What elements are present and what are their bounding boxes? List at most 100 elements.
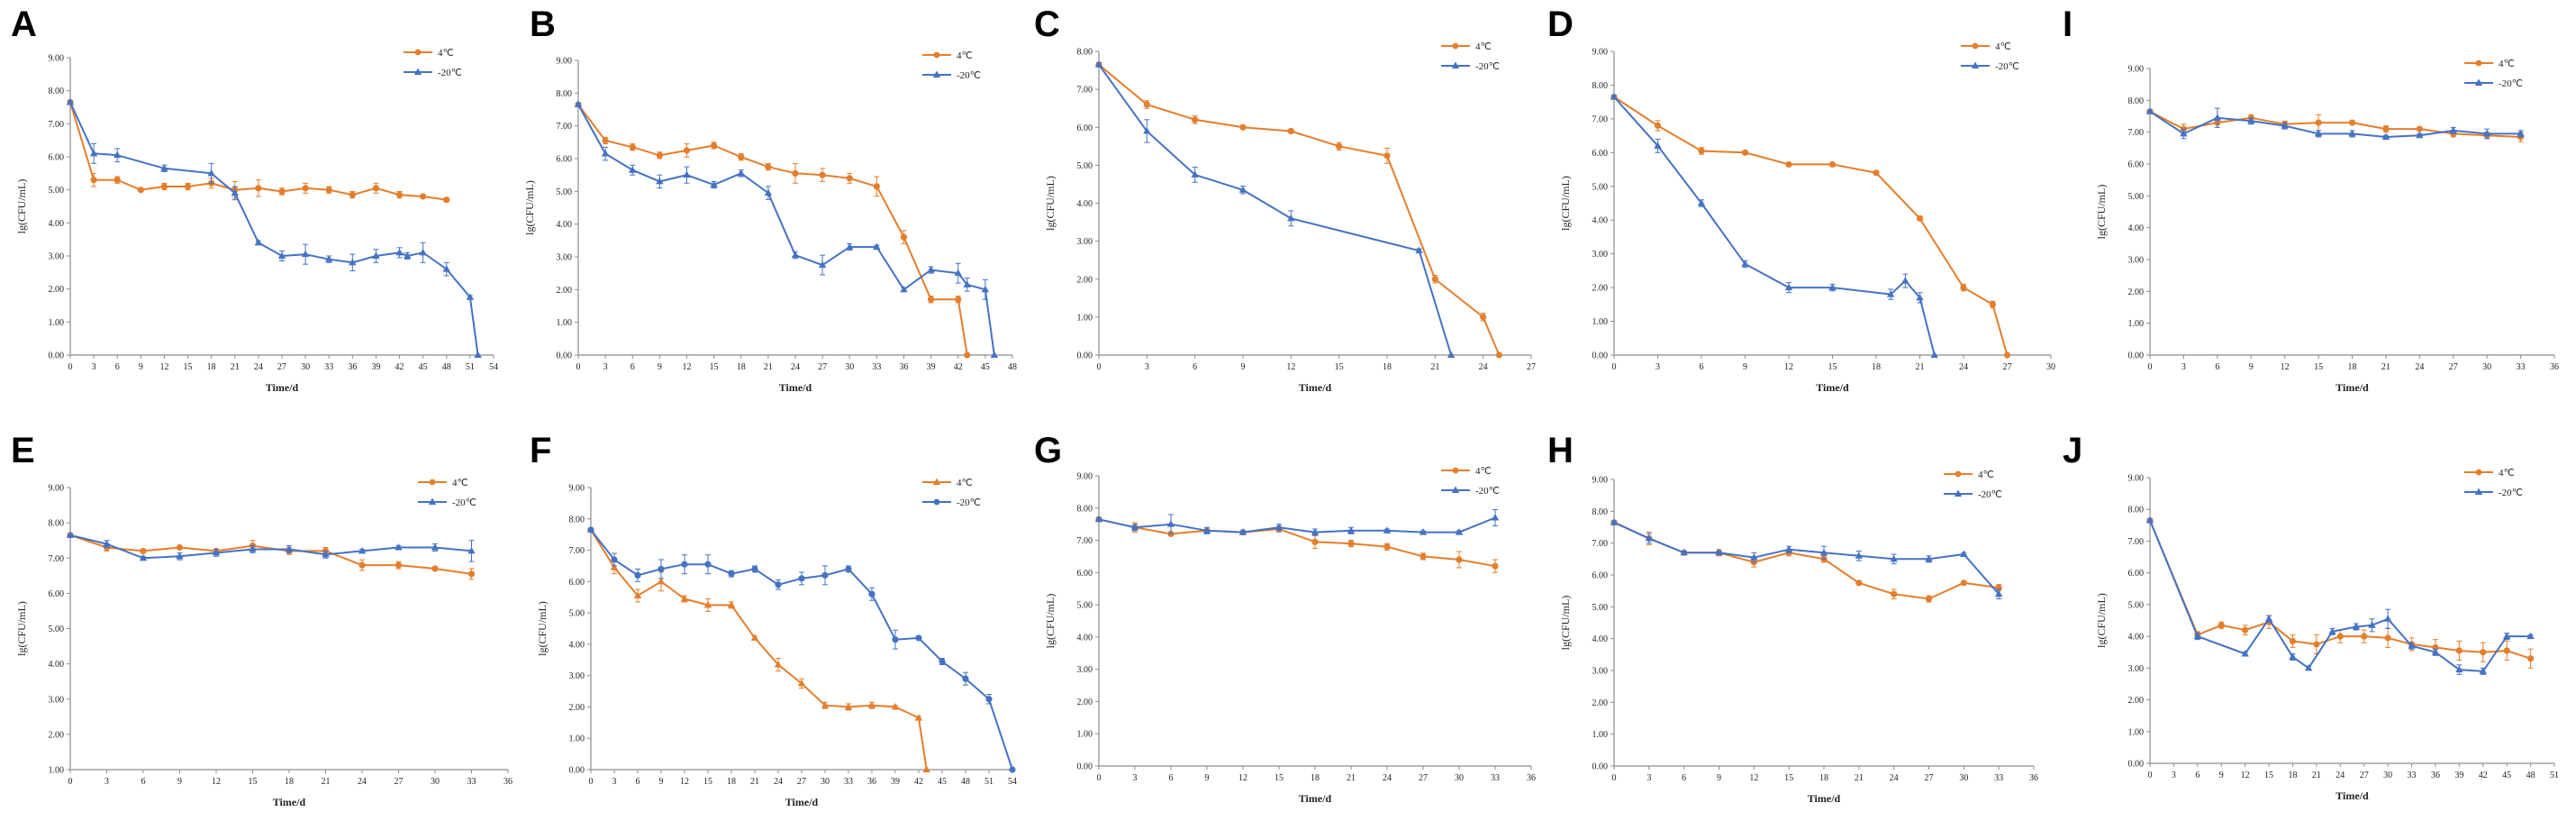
- y-tick-label: 3.00: [2128, 664, 2145, 674]
- data-point: [1610, 518, 1619, 525]
- x-tick-label: 18: [737, 362, 746, 372]
- data-point: [680, 594, 689, 602]
- data-point: [657, 577, 666, 585]
- series-4c: [1610, 93, 2011, 359]
- x-tick-label: 33: [2517, 362, 2526, 372]
- data-point: [981, 285, 990, 293]
- series-minus20c: [1094, 60, 1456, 358]
- y-tick-label: 6.00: [49, 589, 65, 599]
- data-point: [103, 540, 111, 547]
- x-tick-label: 6: [115, 362, 120, 372]
- x-tick-label: 27: [818, 362, 827, 372]
- data-point: [728, 570, 735, 578]
- y-tick-label: 0.00: [557, 351, 573, 361]
- data-point: [927, 266, 935, 273]
- data-point: [1166, 520, 1175, 527]
- data-point: [1916, 214, 1924, 222]
- x-tick-label: 12: [1238, 773, 1247, 783]
- y-axis-title: lg(CFU/mL): [15, 179, 28, 234]
- data-point: [1784, 283, 1793, 291]
- data-point: [231, 188, 239, 196]
- y-tick-label: 0.00: [49, 351, 65, 361]
- data-point: [89, 149, 98, 157]
- data-point: [207, 169, 215, 177]
- panel-label: F: [530, 431, 551, 470]
- chart-panel-g: G 0.00 1.00 2.00 3.00 4.00 5.00 6.00 7.00 8.00 9.0…: [1034, 431, 1536, 805]
- x-tick-label: 6: [630, 362, 635, 372]
- x-tick-label: 27: [1419, 773, 1428, 783]
- legend-label: -20℃: [957, 70, 981, 81]
- legend-label: 4℃: [1978, 470, 1994, 480]
- y-axis-title: lg(CFU/mL): [536, 601, 549, 656]
- y-tick-label: 3.00: [557, 253, 573, 263]
- data-point: [395, 248, 404, 256]
- x-tick-label: 18: [727, 777, 736, 787]
- data-point: [1960, 284, 1967, 291]
- x-tick-label: 15: [2264, 771, 2273, 780]
- data-point: [1610, 93, 1619, 100]
- legend-label: 4℃: [1995, 41, 2011, 52]
- data-point: [985, 696, 993, 703]
- y-tick-label: 4.00: [1592, 216, 1609, 226]
- x-tick-label: 27: [1925, 773, 1934, 783]
- data-point: [1828, 160, 1837, 169]
- x-tick-label: 39: [891, 777, 900, 787]
- x-tick-label: 21: [2312, 771, 2321, 780]
- series-line: [2149, 110, 2521, 138]
- y-tick-label: 0.00: [2128, 351, 2145, 361]
- x-tick-label: 15: [710, 362, 719, 372]
- data-point: [90, 177, 97, 184]
- series-line: [1613, 96, 2009, 356]
- data-point: [574, 100, 583, 108]
- y-tick-label: 0.00: [1077, 762, 1093, 772]
- data-point: [656, 177, 664, 185]
- data-point: [419, 248, 427, 256]
- data-point: [1383, 152, 1391, 160]
- x-tick-label: 18: [1819, 773, 1828, 783]
- data-point: [1741, 149, 1749, 156]
- data-point: [1347, 526, 1356, 534]
- data-point: [819, 171, 826, 178]
- y-tick-label: 7.00: [569, 546, 585, 556]
- x-tick-label: 27: [2360, 771, 2369, 780]
- legend-marker: [1451, 61, 1460, 68]
- data-point: [1873, 169, 1880, 177]
- data-point: [1680, 548, 1688, 556]
- data-point: [1094, 60, 1103, 68]
- legend-marker: [933, 498, 940, 506]
- panel-label: J: [2063, 431, 2082, 470]
- y-axis-title: lg(CFU/mL): [1044, 594, 1057, 649]
- x-tick-label: 12: [212, 777, 221, 787]
- y-axis-title: lg(CFU/mL): [15, 601, 28, 656]
- data-point: [176, 552, 184, 560]
- data-point: [1287, 214, 1295, 222]
- chart-panel-h: H 0.00 1.00 2.00 3.00 4.00 5.00 6.00 7.00 8.00 9.0…: [1547, 431, 2038, 805]
- y-tick-label: 4.00: [49, 219, 65, 229]
- data-point: [922, 765, 930, 772]
- x-tick-label: 24: [1890, 773, 1899, 783]
- data-point: [939, 658, 946, 665]
- data-point: [322, 550, 330, 558]
- y-tick-label: 7.00: [2128, 128, 2145, 138]
- x-tick-label: 12: [1286, 362, 1295, 372]
- x-tick-label: 21: [1430, 362, 1439, 372]
- y-tick-label: 8.00: [2128, 96, 2145, 106]
- x-tick-label: 36: [2550, 362, 2559, 372]
- data-point: [254, 238, 263, 246]
- series-minus20c: [574, 100, 999, 358]
- legend-marker: [1452, 42, 1459, 50]
- legend-marker: [413, 68, 422, 75]
- data-point: [610, 563, 619, 570]
- x-tick-label: 9: [2249, 362, 2254, 372]
- x-tick-label: 3: [1133, 773, 1138, 783]
- x-tick-label: 24: [1959, 362, 1968, 372]
- x-tick-label: 51: [984, 777, 993, 787]
- y-tick-label: 1.00: [2128, 727, 2145, 737]
- data-point: [798, 575, 805, 582]
- x-tick-label: 15: [1274, 773, 1283, 783]
- y-tick-label: 6.00: [1077, 569, 1093, 579]
- series-4c: [1095, 515, 1499, 573]
- data-point: [658, 565, 665, 573]
- x-tick-label: 24: [2336, 771, 2345, 780]
